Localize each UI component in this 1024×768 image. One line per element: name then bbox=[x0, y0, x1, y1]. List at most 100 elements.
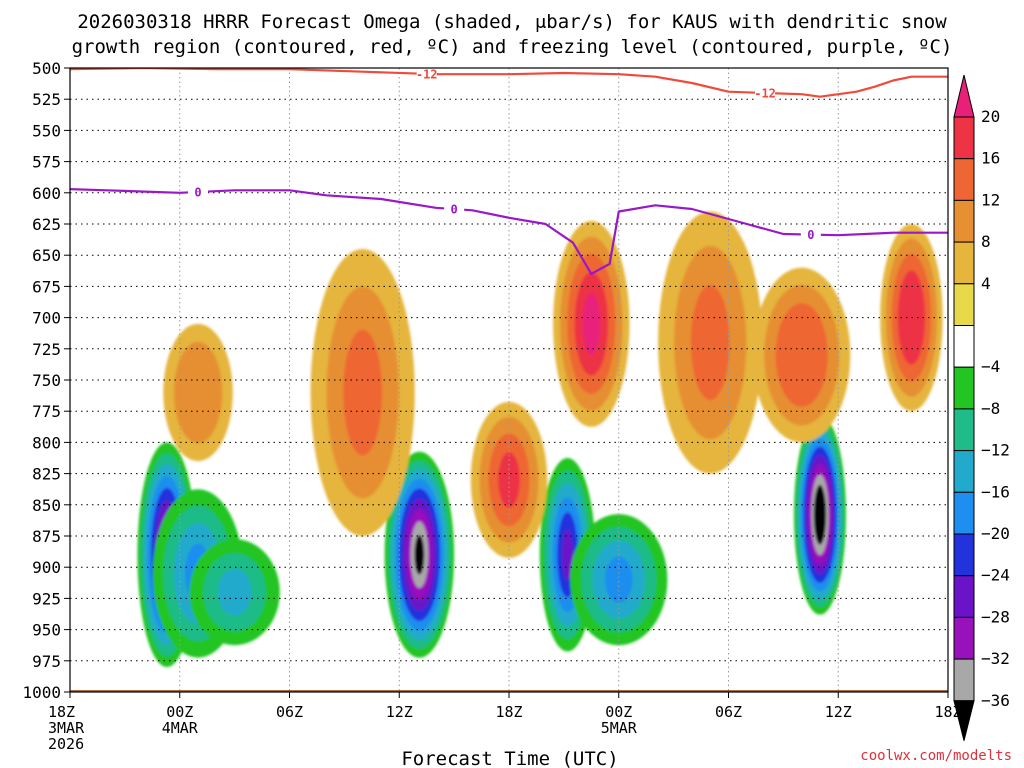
colorbar-tick-label: −28 bbox=[981, 607, 1010, 626]
colorbar-tick-label: 8 bbox=[981, 232, 991, 251]
x-tick-label: 06Z bbox=[276, 703, 303, 721]
y-tick-label: 850 bbox=[32, 496, 61, 515]
contour-label: -12 bbox=[754, 86, 776, 100]
y-tick-label: 775 bbox=[32, 402, 61, 421]
y-tick-label: 1000 bbox=[22, 683, 61, 702]
colorbar-bin bbox=[953, 325, 975, 368]
y-tick-label: 950 bbox=[32, 621, 61, 640]
omega-contour-band bbox=[904, 289, 919, 346]
colorbar-bin bbox=[953, 450, 975, 493]
credit-text: coolwx.com/modelts bbox=[860, 748, 1012, 764]
x-tick-label: 18Z bbox=[934, 703, 961, 721]
x-tick-label: 00Z bbox=[605, 703, 632, 721]
x-tick-label: 00Z bbox=[166, 703, 193, 721]
y-tick-label: 525 bbox=[32, 90, 61, 109]
colorbar-tick-label: 12 bbox=[981, 190, 1000, 209]
chart-title-line-1: 2026030318 HRRR Forecast Omega (shaded, … bbox=[77, 11, 947, 33]
colorbar-tick-label: −4 bbox=[981, 357, 1000, 376]
omega-contour-band bbox=[561, 529, 574, 580]
colorbar-bin bbox=[953, 116, 975, 160]
omega-shading bbox=[137, 211, 943, 668]
omega-cell bbox=[553, 220, 630, 427]
omega-cell bbox=[384, 451, 455, 658]
y-tick-label: 975 bbox=[32, 652, 61, 671]
omega-cell bbox=[880, 224, 943, 412]
y-tick-label: 600 bbox=[32, 184, 61, 203]
plot-area: -12 -12 0 0 0 bbox=[70, 67, 948, 692]
y-tick-label: 875 bbox=[32, 527, 61, 546]
colorbar-tick-label: −16 bbox=[981, 482, 1010, 501]
colorbar-bin bbox=[953, 616, 975, 660]
y-tick-label: 625 bbox=[32, 215, 61, 234]
y-tick-label: 700 bbox=[32, 309, 61, 328]
omega-contour-band bbox=[604, 556, 633, 603]
x-tick-label: 18Z bbox=[48, 703, 75, 721]
y-tick-label: 725 bbox=[32, 340, 61, 359]
colorbar-bin bbox=[953, 408, 975, 452]
y-tick-label: 800 bbox=[32, 433, 61, 452]
omega-cell bbox=[658, 211, 763, 474]
contour-label-background bbox=[800, 227, 821, 242]
colorbar: 20 16 12 8 4 −4 −8 −12 −16 −20 −24 −28 −32 −36 bbox=[953, 74, 1010, 741]
colorbar-tick-label: 16 bbox=[981, 149, 1000, 168]
y-tick-label: 550 bbox=[32, 121, 61, 140]
omega-cell bbox=[470, 401, 548, 558]
x-tick-label: 2026 bbox=[48, 735, 84, 753]
colorbar-extend-bottom bbox=[953, 700, 975, 741]
omega-contour-band bbox=[582, 293, 601, 355]
y-tick-label: 925 bbox=[32, 589, 61, 608]
omega-cell bbox=[163, 323, 233, 462]
x-tick-label: 4MAR bbox=[162, 719, 199, 737]
omega-contour-band bbox=[185, 362, 211, 423]
contour-label: 0 bbox=[194, 185, 201, 199]
contour-label: 0 bbox=[451, 203, 458, 217]
temperature-contours: -12 -12 0 0 0 bbox=[70, 67, 948, 275]
colorbar-tick-label: −20 bbox=[981, 524, 1010, 543]
omega-contour-band bbox=[498, 452, 520, 508]
omega-contour-band bbox=[816, 497, 824, 533]
colorbar-bin bbox=[953, 283, 975, 326]
colorbar-tick-label: 20 bbox=[981, 107, 1000, 126]
colorbar-bin bbox=[953, 366, 975, 410]
omega-cell bbox=[753, 267, 851, 443]
contour-label: -12 bbox=[416, 67, 438, 81]
colorbar-bin bbox=[953, 241, 975, 285]
colorbar-tick-label: −24 bbox=[981, 566, 1010, 585]
omega-cell bbox=[189, 539, 280, 646]
ground-surface-strip bbox=[70, 690, 948, 692]
colorbar-tick-label: −8 bbox=[981, 399, 1000, 418]
colorbar-bin bbox=[953, 491, 975, 535]
y-tick-label: 750 bbox=[32, 371, 61, 390]
contour-label-background bbox=[416, 68, 437, 81]
omega-contour-band bbox=[690, 285, 730, 401]
y-tick-label: 650 bbox=[32, 246, 61, 265]
omega-cell bbox=[793, 414, 847, 615]
colorbar-tick-label: 4 bbox=[981, 274, 991, 293]
omega-contour-band bbox=[217, 568, 252, 616]
y-tick-label: 500 bbox=[32, 59, 61, 78]
x-tick-label: 18Z bbox=[495, 703, 522, 721]
colorbar-bin bbox=[953, 199, 975, 243]
omega-contour-band bbox=[414, 534, 425, 575]
omega-contour-band bbox=[787, 324, 816, 386]
colorbar-bin bbox=[953, 575, 975, 618]
x-tick-label: 12Z bbox=[825, 703, 852, 721]
omega-cell bbox=[570, 514, 668, 646]
x-tick-label: 12Z bbox=[386, 703, 413, 721]
y-tick-label: 675 bbox=[32, 277, 61, 296]
y-axis: 500 525 550 575 600 625 650 675 700 725 750 775 800 8… bbox=[22, 59, 70, 702]
omega-cell bbox=[310, 248, 415, 536]
y-tick-label: 575 bbox=[32, 153, 61, 172]
contour-line bbox=[70, 188, 948, 275]
contour-label-background bbox=[444, 202, 465, 217]
contour-label-background bbox=[755, 85, 776, 100]
colorbar-bin bbox=[953, 658, 975, 702]
x-axis-title: Forecast Time (UTC) bbox=[401, 748, 618, 768]
contour-label-background bbox=[188, 184, 209, 199]
contour-label: 0 bbox=[807, 228, 814, 242]
omega-contour-band bbox=[343, 329, 383, 456]
x-tick-label: 5MAR bbox=[601, 719, 638, 737]
chart-title-line-2: growth region (contoured, red, ºC) and f… bbox=[72, 36, 953, 58]
